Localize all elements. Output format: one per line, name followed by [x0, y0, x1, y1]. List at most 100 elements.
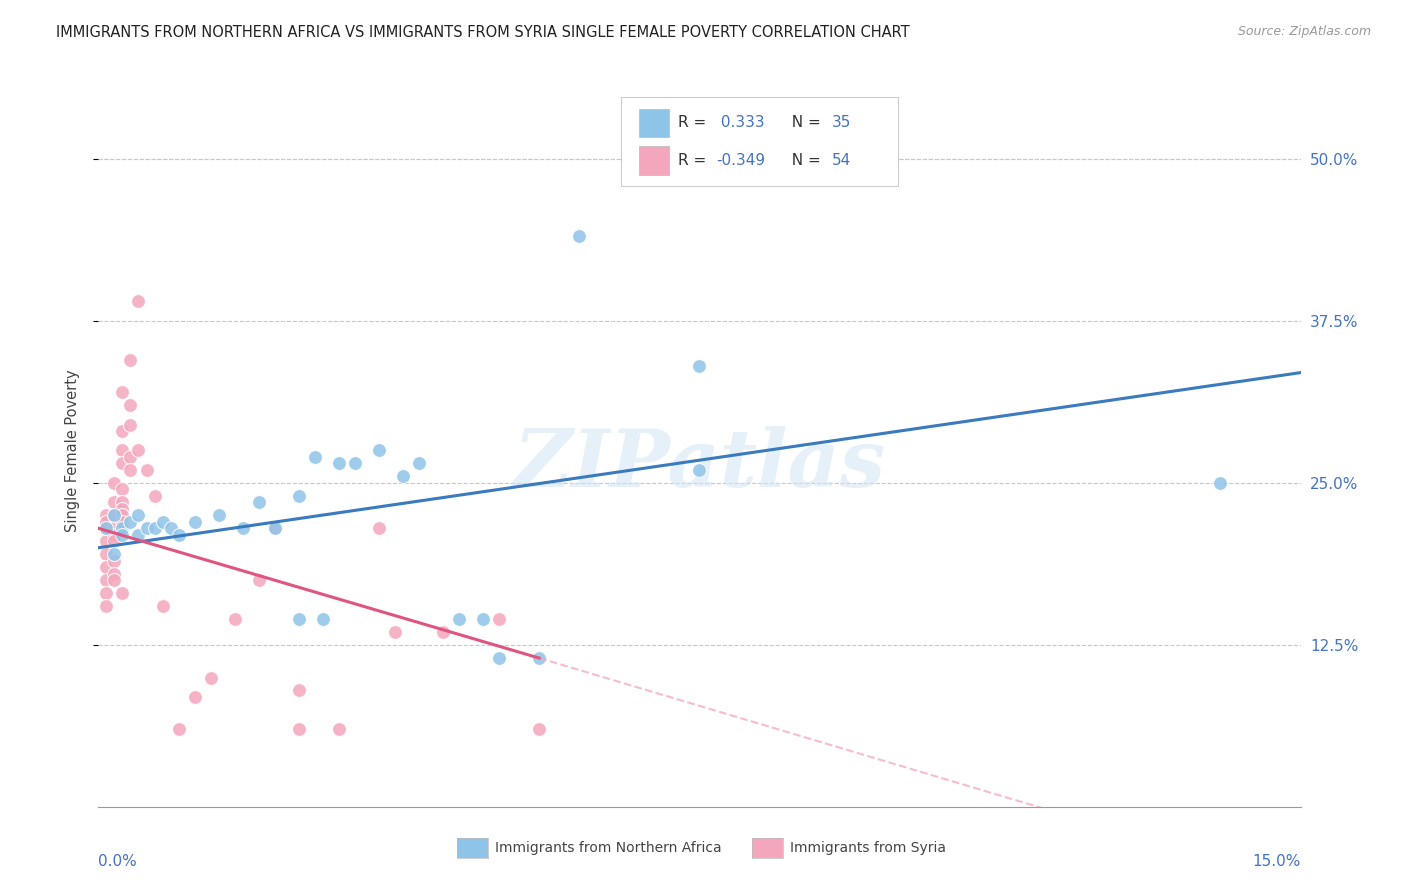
Point: [135, 463, 157, 477]
Point: [120, 417, 142, 432]
Point: [232, 521, 254, 535]
Bar: [640, 109, 669, 137]
Point: [96, 586, 118, 600]
Point: [128, 443, 150, 458]
Point: [111, 443, 134, 458]
Point: [152, 515, 174, 529]
Point: [183, 515, 205, 529]
Bar: [640, 146, 669, 175]
Point: [103, 528, 125, 542]
Text: -0.349: -0.349: [716, 153, 765, 169]
Point: [472, 612, 495, 626]
Point: [688, 359, 710, 373]
Point: [103, 521, 125, 535]
Point: [128, 294, 150, 309]
Point: [343, 457, 366, 471]
Point: [688, 463, 710, 477]
Point: [183, 690, 205, 704]
Text: R =: R =: [678, 153, 711, 169]
Point: [96, 521, 118, 535]
Point: [152, 599, 174, 614]
Point: [247, 495, 270, 509]
Point: [96, 521, 118, 535]
Point: [96, 547, 118, 561]
Point: [96, 521, 118, 535]
Point: [447, 612, 470, 626]
Point: [263, 521, 285, 535]
Point: [328, 457, 350, 471]
Point: [111, 457, 134, 471]
Point: [111, 483, 134, 497]
Point: [96, 599, 118, 614]
Point: [288, 683, 311, 698]
Text: IMMIGRANTS FROM NORTHERN AFRICA VS IMMIGRANTS FROM SYRIA SINGLE FEMALE POVERTY C: IMMIGRANTS FROM NORTHERN AFRICA VS IMMIG…: [56, 25, 910, 40]
Point: [143, 521, 166, 535]
Point: [288, 612, 311, 626]
Text: 15.0%: 15.0%: [1253, 854, 1301, 869]
Point: [96, 573, 118, 587]
Point: [328, 723, 350, 737]
Text: 54: 54: [832, 153, 851, 169]
Point: [200, 671, 222, 685]
Point: [120, 463, 142, 477]
Point: [167, 528, 190, 542]
Point: [143, 489, 166, 503]
Point: [312, 612, 335, 626]
Point: [167, 723, 190, 737]
Point: [111, 521, 134, 535]
Point: [529, 651, 551, 665]
Point: [103, 475, 125, 490]
Point: [120, 398, 142, 412]
Point: [1209, 475, 1232, 490]
Point: [103, 508, 125, 523]
Point: [111, 508, 134, 523]
Point: [392, 469, 415, 483]
Point: [111, 586, 134, 600]
Text: 35: 35: [832, 115, 851, 130]
Point: [111, 515, 134, 529]
Point: [96, 508, 118, 523]
Point: [111, 385, 134, 400]
Point: [103, 554, 125, 568]
Point: [159, 521, 181, 535]
Point: [103, 573, 125, 587]
FancyBboxPatch shape: [621, 97, 898, 186]
Point: [103, 566, 125, 581]
Text: 0.333: 0.333: [716, 115, 765, 130]
Point: [288, 723, 311, 737]
Y-axis label: Single Female Poverty: Single Female Poverty: [65, 369, 80, 532]
Text: ZIPatlas: ZIPatlas: [513, 426, 886, 503]
Point: [128, 508, 150, 523]
Point: [208, 508, 231, 523]
Text: 0.0%: 0.0%: [98, 854, 138, 869]
Point: [288, 489, 311, 503]
Point: [120, 515, 142, 529]
Point: [263, 521, 285, 535]
Point: [111, 528, 134, 542]
Text: Immigrants from Syria: Immigrants from Syria: [790, 841, 946, 855]
Point: [488, 651, 510, 665]
Point: [247, 573, 270, 587]
Point: [135, 521, 157, 535]
Point: [304, 450, 326, 464]
Point: [111, 495, 134, 509]
Point: [96, 515, 118, 529]
Point: [103, 495, 125, 509]
Point: [96, 534, 118, 549]
Point: [111, 501, 134, 516]
Text: N =: N =: [782, 115, 827, 130]
Point: [128, 528, 150, 542]
Text: Immigrants from Northern Africa: Immigrants from Northern Africa: [495, 841, 721, 855]
Point: [120, 450, 142, 464]
Point: [368, 443, 391, 458]
Point: [568, 229, 591, 244]
Point: [96, 521, 118, 535]
Text: R =: R =: [678, 115, 711, 130]
Point: [368, 521, 391, 535]
Point: [103, 547, 125, 561]
Point: [103, 534, 125, 549]
Point: [96, 560, 118, 574]
Point: [408, 457, 430, 471]
Point: [432, 625, 454, 640]
Point: [103, 508, 125, 523]
